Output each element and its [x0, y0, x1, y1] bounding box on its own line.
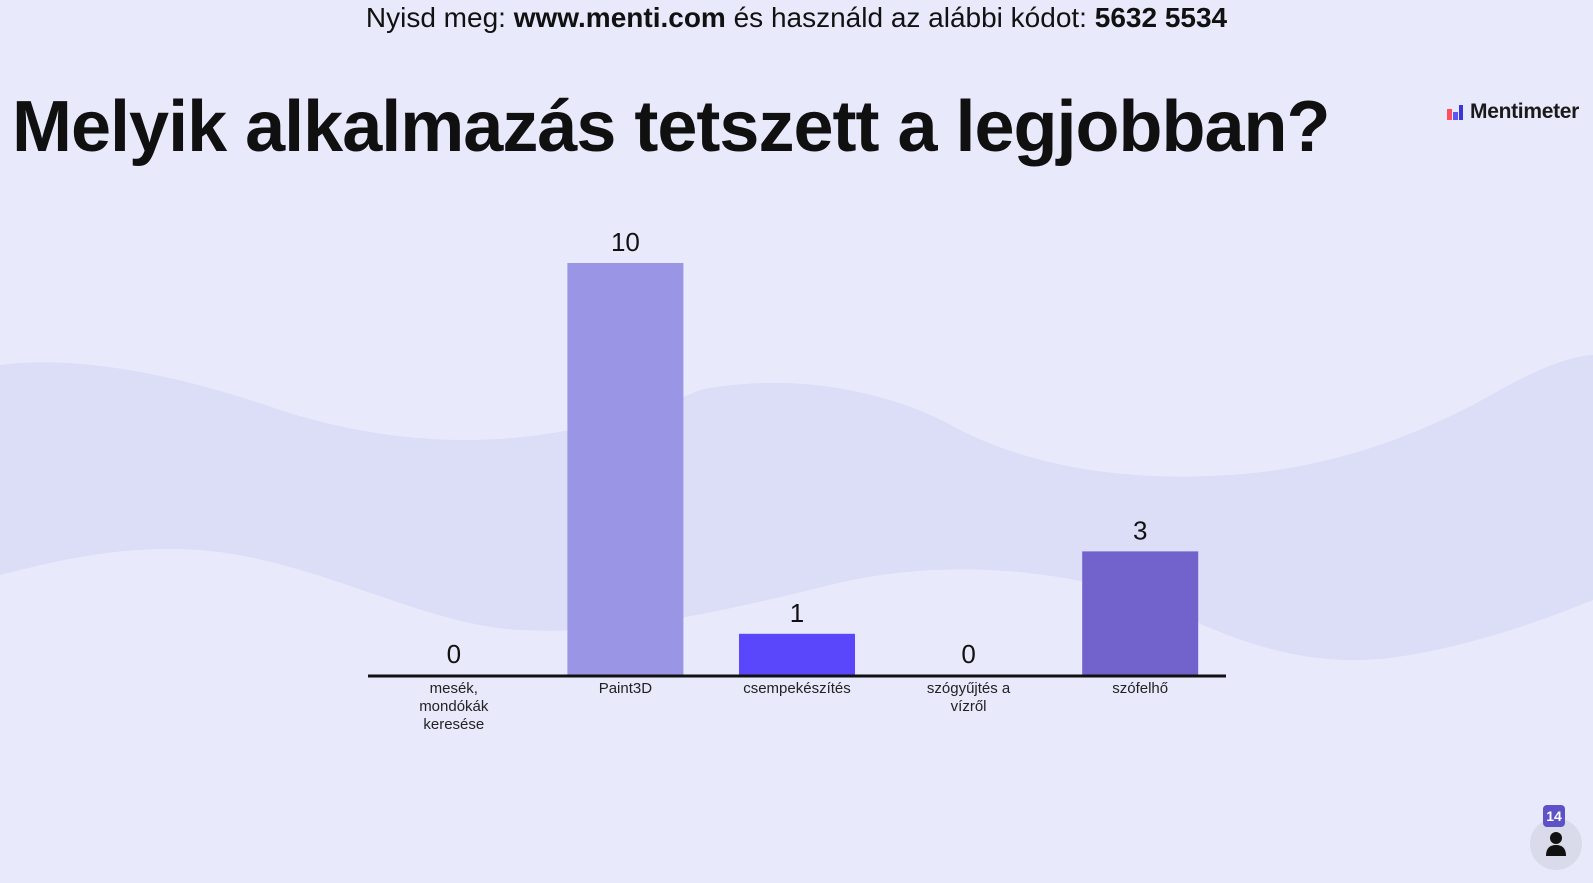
bar-2 [739, 633, 855, 675]
join-instructions: Nyisd meg: www.menti.com és használd az … [0, 0, 1593, 36]
join-url[interactable]: www.menti.com [513, 2, 726, 33]
question-title: Melyik alkalmazás tetszett a legjobban? [12, 87, 1330, 167]
bar-4 [1082, 551, 1199, 675]
category-label-2: csempekészítés [743, 680, 851, 697]
mentimeter-logo-icon [1447, 105, 1463, 120]
category-label-3: szógyűjtés a vízről [926, 680, 1011, 715]
category-label-0: mesék, mondókák keresése [419, 680, 489, 733]
bar-value-label-0: 0 [447, 639, 461, 669]
bar-value-label-2: 1 [790, 598, 804, 628]
bar-value-label-3: 0 [961, 639, 975, 669]
mentimeter-logo: Mentimeter [1446, 98, 1579, 126]
participant-count-badge: 14 [1543, 805, 1565, 827]
category-label-4: szófelhő [1112, 680, 1169, 697]
person-icon [1546, 832, 1566, 856]
join-prefix: Nyisd meg: [365, 2, 514, 33]
category-label-1: Paint3D [598, 680, 653, 697]
bar-1 [567, 263, 684, 675]
bar-value-label-4: 3 [1133, 515, 1147, 545]
brand-name: Mentimeter [1470, 100, 1580, 123]
join-middle: és használd az alábbi kódot: [725, 2, 1095, 33]
bar-value-label-1: 10 [611, 227, 640, 257]
join-code: 5632 5534 [1094, 2, 1228, 33]
